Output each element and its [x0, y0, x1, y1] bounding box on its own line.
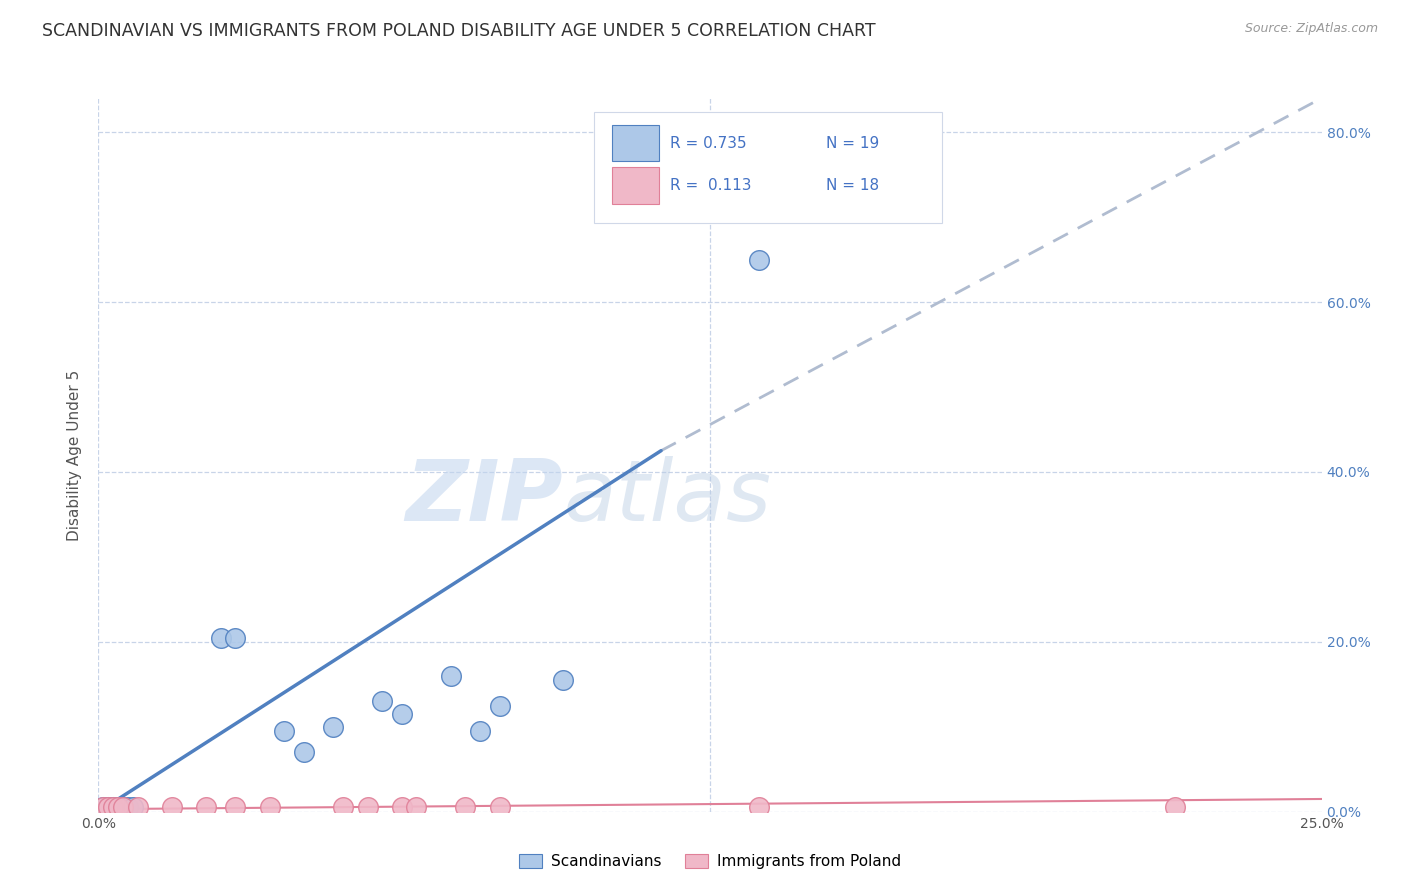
Point [117, 800, 139, 814]
Text: Source: ZipAtlas.com: Source: ZipAtlas.com [1244, 22, 1378, 36]
Point [195, 800, 218, 814]
Point [468, 724, 491, 739]
Point [273, 724, 295, 739]
Point [97, 800, 120, 814]
Point [332, 800, 354, 814]
Point [91, 800, 114, 814]
Text: N = 18: N = 18 [827, 178, 879, 194]
Point [553, 673, 575, 687]
Text: N = 19: N = 19 [827, 136, 880, 151]
Point [91, 800, 114, 814]
Point [127, 800, 149, 814]
Point [107, 800, 129, 814]
Point [111, 800, 134, 814]
Point [209, 631, 232, 645]
Point [121, 800, 143, 814]
Point [101, 800, 124, 814]
FancyBboxPatch shape [612, 125, 658, 161]
Text: R =  0.113: R = 0.113 [669, 178, 751, 194]
Text: R = 0.735: R = 0.735 [669, 136, 747, 151]
Point [454, 800, 477, 814]
Point [748, 252, 770, 267]
Point [488, 698, 510, 713]
Point [488, 800, 510, 814]
Point [748, 800, 770, 814]
Point [160, 800, 183, 814]
Point [224, 631, 246, 645]
Point [259, 800, 281, 814]
Point [292, 745, 315, 759]
Point [101, 800, 124, 814]
Point [356, 800, 378, 814]
Text: SCANDINAVIAN VS IMMIGRANTS FROM POLAND DISABILITY AGE UNDER 5 CORRELATION CHART: SCANDINAVIAN VS IMMIGRANTS FROM POLAND D… [42, 22, 876, 40]
Point [440, 669, 463, 683]
Point [107, 800, 129, 814]
Point [391, 800, 413, 814]
Point [224, 800, 246, 814]
Y-axis label: Disability Age Under 5: Disability Age Under 5 [67, 369, 83, 541]
FancyBboxPatch shape [593, 112, 942, 223]
Point [371, 694, 394, 708]
Point [405, 800, 427, 814]
Legend: Scandinavians, Immigrants from Poland: Scandinavians, Immigrants from Poland [513, 848, 907, 875]
Point [97, 800, 120, 814]
Text: ZIP: ZIP [405, 456, 564, 540]
Text: atlas: atlas [564, 456, 772, 540]
FancyBboxPatch shape [612, 168, 658, 203]
Point [111, 800, 134, 814]
Point [1164, 800, 1187, 814]
Point [322, 720, 344, 734]
Point [391, 706, 413, 721]
